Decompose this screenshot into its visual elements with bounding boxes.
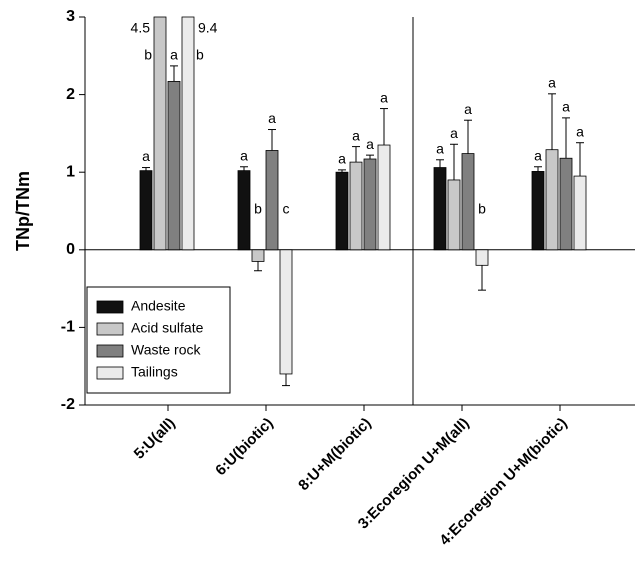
- y-tick-label: 1: [66, 163, 75, 180]
- bar-letter: a: [534, 147, 542, 163]
- bar-letter: a: [240, 147, 248, 163]
- x-tick-label: 8:U+M(biotic): [295, 415, 374, 494]
- bar: [531, 171, 545, 251]
- bar: [363, 158, 377, 251]
- bar-letter: a: [576, 123, 584, 139]
- bar-letter: a: [170, 47, 178, 63]
- bar: [279, 249, 293, 375]
- value-label: 9.4: [198, 19, 218, 35]
- x-tick-label: 6:U(biotic): [212, 415, 276, 479]
- bar: [237, 170, 251, 251]
- legend-label: Waste rock: [131, 342, 201, 358]
- value-label: 4.5: [131, 19, 151, 35]
- bar-letter: a: [562, 99, 570, 115]
- bar: [139, 170, 153, 251]
- bar: [559, 157, 573, 251]
- legend: Andesite Acid sulfate Waste rock Tailings: [86, 286, 231, 394]
- y-tick-label: 3: [66, 8, 75, 25]
- legend-label: Tailings: [131, 364, 178, 380]
- legend-swatch: [96, 344, 124, 358]
- bar: [153, 16, 167, 251]
- bar-letter: b: [254, 201, 262, 217]
- bar-letter: a: [352, 127, 360, 143]
- bar-letter: a: [450, 125, 458, 141]
- bar: [461, 153, 475, 251]
- legend-swatch: [96, 300, 124, 314]
- bar-letter: a: [142, 148, 150, 164]
- legend-label: Andesite: [131, 298, 186, 314]
- bar-letter: b: [196, 47, 204, 63]
- bar-letter: c: [283, 201, 290, 217]
- legend-swatch: [96, 366, 124, 380]
- x-tick-label: 3:Ecoregion U+M(all): [355, 415, 473, 533]
- bar: [181, 16, 195, 251]
- bar: [433, 167, 447, 251]
- bar: [167, 81, 181, 251]
- bar: [475, 249, 489, 266]
- bar: [349, 161, 363, 251]
- bar: [573, 175, 587, 251]
- bar-letter: a: [464, 101, 472, 117]
- bar-letter: b: [144, 47, 152, 63]
- bar-letter: b: [478, 201, 486, 217]
- bar-letter: a: [380, 89, 388, 105]
- bar-letter: a: [366, 136, 374, 152]
- legend-label: Acid sulfate: [131, 320, 204, 336]
- bar: [265, 150, 279, 251]
- bar: [545, 149, 559, 251]
- y-tick-label: -1: [61, 319, 75, 336]
- bar: [447, 179, 461, 251]
- y-tick-label: 2: [66, 86, 75, 103]
- legend-swatch: [96, 322, 124, 336]
- x-tick-label: 5:U(all): [131, 415, 179, 463]
- bar-letter: a: [338, 151, 346, 167]
- bar-letter: a: [436, 140, 444, 156]
- y-tick-label: -2: [61, 396, 75, 413]
- y-axis-label: TNp/TNm: [13, 171, 33, 251]
- bar: [377, 144, 391, 251]
- y-tick-label: 0: [66, 241, 75, 258]
- bar-letter: a: [268, 110, 276, 126]
- bar: [251, 249, 265, 262]
- bar-letter: a: [548, 75, 556, 91]
- bar: [335, 171, 349, 251]
